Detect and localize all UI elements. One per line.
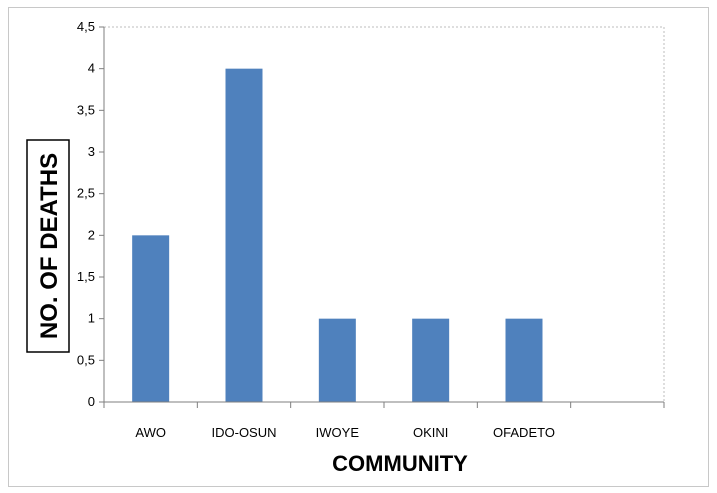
chart-frame	[8, 7, 709, 487]
y-tick-label: 3	[88, 144, 95, 159]
y-ticks-group: 0 0,5 1 1,5 2 2,5 3 3,5 4 4,5	[77, 19, 104, 409]
plot-area	[103, 26, 665, 403]
bar-awo	[132, 235, 170, 402]
y-tick-label: 4	[88, 61, 95, 76]
y-tick-label: 1	[88, 311, 95, 326]
bar-iwoye	[318, 318, 356, 402]
y-axis-title: NO. OF DEATHS	[36, 153, 63, 339]
x-axis-title: COMMUNITY	[332, 451, 468, 476]
x-tick-label: IDO-OSUN	[212, 425, 277, 440]
x-ticks-group: AWO IDO-OSUN IWOYE OKINI OFADETO	[103, 402, 665, 440]
y-tick-label: 2	[88, 227, 95, 242]
x-tick-label: AWO	[135, 425, 166, 440]
y-tick-label: 0,5	[77, 352, 95, 367]
x-tick-label: IWOYE	[316, 425, 360, 440]
bar-ido-osun	[225, 68, 263, 403]
y-tick-label: 1,5	[77, 269, 95, 284]
bars-group	[132, 68, 543, 403]
y-tick-label: 0	[88, 394, 95, 409]
y-tick-label: 3,5	[77, 102, 95, 117]
x-tick-label: OKINI	[413, 425, 448, 440]
x-tick-label: OFADETO	[493, 425, 555, 440]
bar-okini	[412, 318, 450, 402]
y-axis-title-box	[26, 139, 70, 353]
bar-ofadeto	[505, 318, 543, 402]
y-tick-label: 2,5	[77, 186, 95, 201]
y-tick-label: 4,5	[77, 19, 95, 34]
